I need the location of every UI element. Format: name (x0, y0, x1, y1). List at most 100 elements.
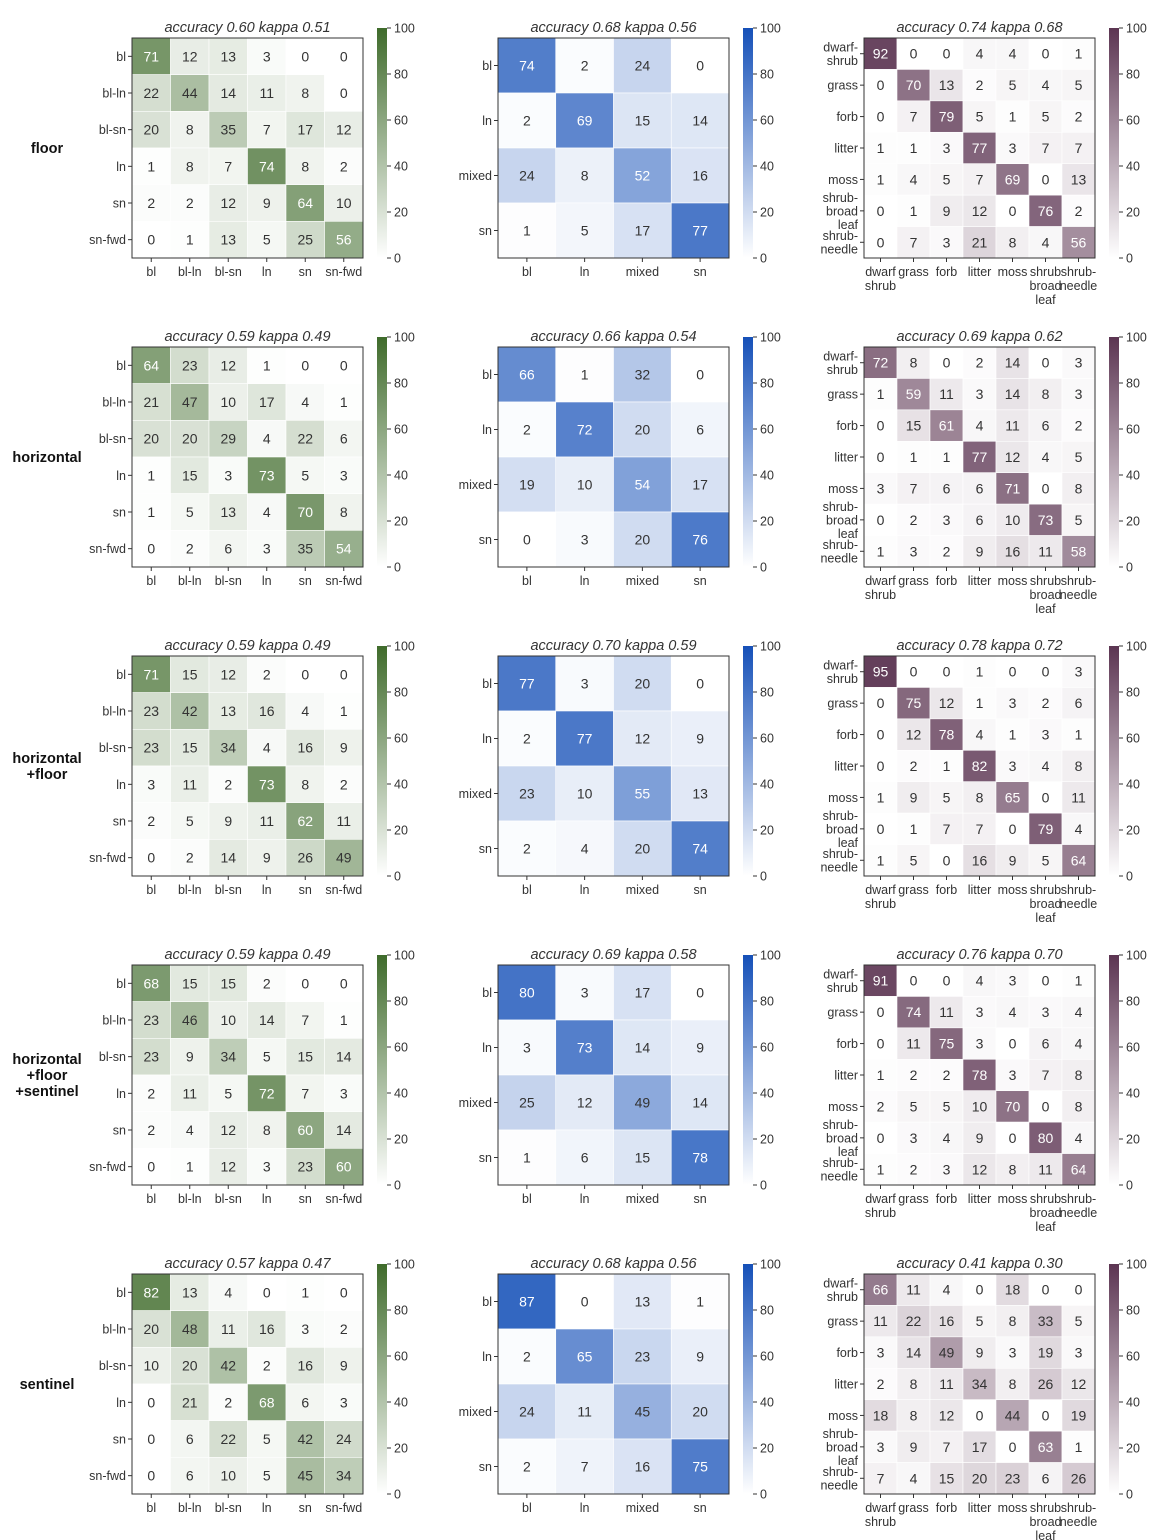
x-tick-dwarfshrub: dwarf shrub (865, 1501, 896, 1529)
panel-frame (131, 1273, 364, 1495)
heatmap-cell (555, 92, 614, 149)
colorbar-tick-label: 20 (1126, 515, 1140, 529)
cell-value: 2 (910, 1161, 918, 1177)
cell-value: 4 (224, 1284, 232, 1300)
heatmap-cell (247, 74, 287, 112)
colorbar-tick-label: 0 (760, 870, 767, 884)
cell-value: 9 (976, 543, 984, 559)
cell-value: 7 (910, 234, 918, 250)
x-tick-line: shrub (865, 1206, 896, 1220)
cell-value: 4 (1075, 821, 1083, 837)
heatmap-cell (324, 1111, 364, 1149)
cell-value: 1 (877, 1161, 885, 1177)
x-tick-line: broad (1030, 1515, 1062, 1529)
y-tick-litter: litter (834, 142, 858, 156)
heatmap-cell (285, 111, 325, 149)
cell-value: 0 (877, 821, 885, 837)
colorbar-tick-label: 80 (394, 1304, 408, 1318)
cell-value: 2 (263, 1358, 271, 1374)
cell-value: 9 (224, 813, 232, 829)
heatmap-cell (555, 710, 614, 767)
cell-value: 5 (186, 504, 194, 520)
cell-value: 4 (1009, 1004, 1017, 1020)
cell-value: 35 (220, 122, 236, 138)
heatmap-cell (555, 765, 614, 822)
x-tick-line: ln (262, 265, 272, 279)
heatmap-cell (670, 1438, 730, 1495)
heatmap-cell (1061, 964, 1096, 997)
y-tick-line: litter (834, 1378, 858, 1392)
heatmap-cell (247, 37, 287, 75)
x-tick-litter: litter (968, 574, 992, 588)
y-tick-line: grass (827, 697, 858, 711)
cell-value: 77 (692, 223, 708, 239)
heatmap-cell (896, 655, 931, 688)
cell-value: 3 (943, 140, 951, 156)
cell-value: 16 (297, 1358, 313, 1374)
cell-value: 35 (297, 541, 313, 557)
cell-value: 22 (220, 1431, 236, 1447)
cell-value: 0 (147, 1394, 155, 1410)
heatmap-cell (170, 1148, 210, 1186)
cell-value: 1 (147, 504, 155, 520)
cell-value: 0 (976, 1407, 984, 1423)
cell-value: 8 (1009, 1161, 1017, 1177)
cell-value: 5 (976, 109, 984, 125)
heatmap-cell (170, 383, 210, 421)
cell-value: 0 (877, 234, 885, 250)
cell-value: 0 (1042, 973, 1050, 989)
x-tick-line: ln (262, 1501, 272, 1515)
y-tick-line: bl (482, 986, 492, 1000)
colorbar-tick-label: 20 (760, 824, 774, 838)
x-tick-sn: sn (694, 265, 707, 279)
cell-value: 0 (147, 850, 155, 866)
cell-value: 1 (877, 543, 885, 559)
cell-value: 11 (939, 1376, 954, 1392)
heatmap-cell (863, 1367, 898, 1401)
cell-value: 56 (336, 232, 352, 248)
y-tick-sn: sn (113, 815, 126, 829)
cell-value: 4 (1042, 77, 1050, 93)
heatmap-cell (170, 802, 210, 840)
cell-value: 0 (943, 852, 951, 868)
cell-value: 13 (220, 232, 236, 248)
heatmap-cell (324, 111, 364, 149)
cell-value: 4 (1075, 1130, 1083, 1146)
heatmap-cell (555, 37, 614, 94)
y-tick-grass: grass (827, 79, 858, 93)
x-tick-moss: moss (998, 265, 1028, 279)
y-tick-shrub-needle: shrub-needle (820, 1465, 858, 1493)
cell-value: 7 (910, 480, 918, 496)
cell-value: 5 (263, 1431, 271, 1447)
x-tick-bl-sn: bl-sn (215, 574, 242, 588)
cell-value: 19 (519, 477, 535, 493)
heatmap-cell (324, 74, 364, 112)
x-tick-line: bl (522, 265, 532, 279)
heatmap-cell (863, 131, 898, 165)
colorbar-tick-label: 40 (760, 160, 774, 174)
x-tick-line: moss (998, 883, 1028, 897)
colorbar-tick-label: 40 (1126, 1396, 1140, 1410)
cell-value: 2 (1075, 418, 1083, 434)
y-tick-line: bl-ln (102, 396, 126, 410)
x-tick-bl: bl (146, 265, 156, 279)
y-tick-ln: ln (482, 1041, 492, 1055)
x-tick-line: ln (262, 883, 272, 897)
heatmap-cell (324, 655, 364, 693)
cell-value: 5 (1042, 109, 1050, 125)
heatmap-cell (896, 409, 931, 442)
heatmap-cell (555, 511, 614, 568)
heatmap-cell (962, 964, 997, 997)
x-tick-sn-fwd: sn-fwd (325, 883, 362, 897)
heatmap-cell (497, 1328, 557, 1385)
panel-title: accuracy 0.60 kappa 0.51 (164, 20, 330, 36)
colorbar-tick-label: 100 (1126, 1258, 1147, 1272)
cell-value: 76 (692, 532, 708, 548)
x-tick-line: grass (898, 574, 929, 588)
cell-value: 14 (336, 1122, 352, 1138)
heatmap-cell (555, 456, 614, 513)
cell-value: 0 (877, 695, 885, 711)
cell-value: 11 (1005, 418, 1020, 434)
cell-value: 12 (972, 1161, 988, 1177)
colorbar-tick-label: 40 (394, 160, 408, 174)
